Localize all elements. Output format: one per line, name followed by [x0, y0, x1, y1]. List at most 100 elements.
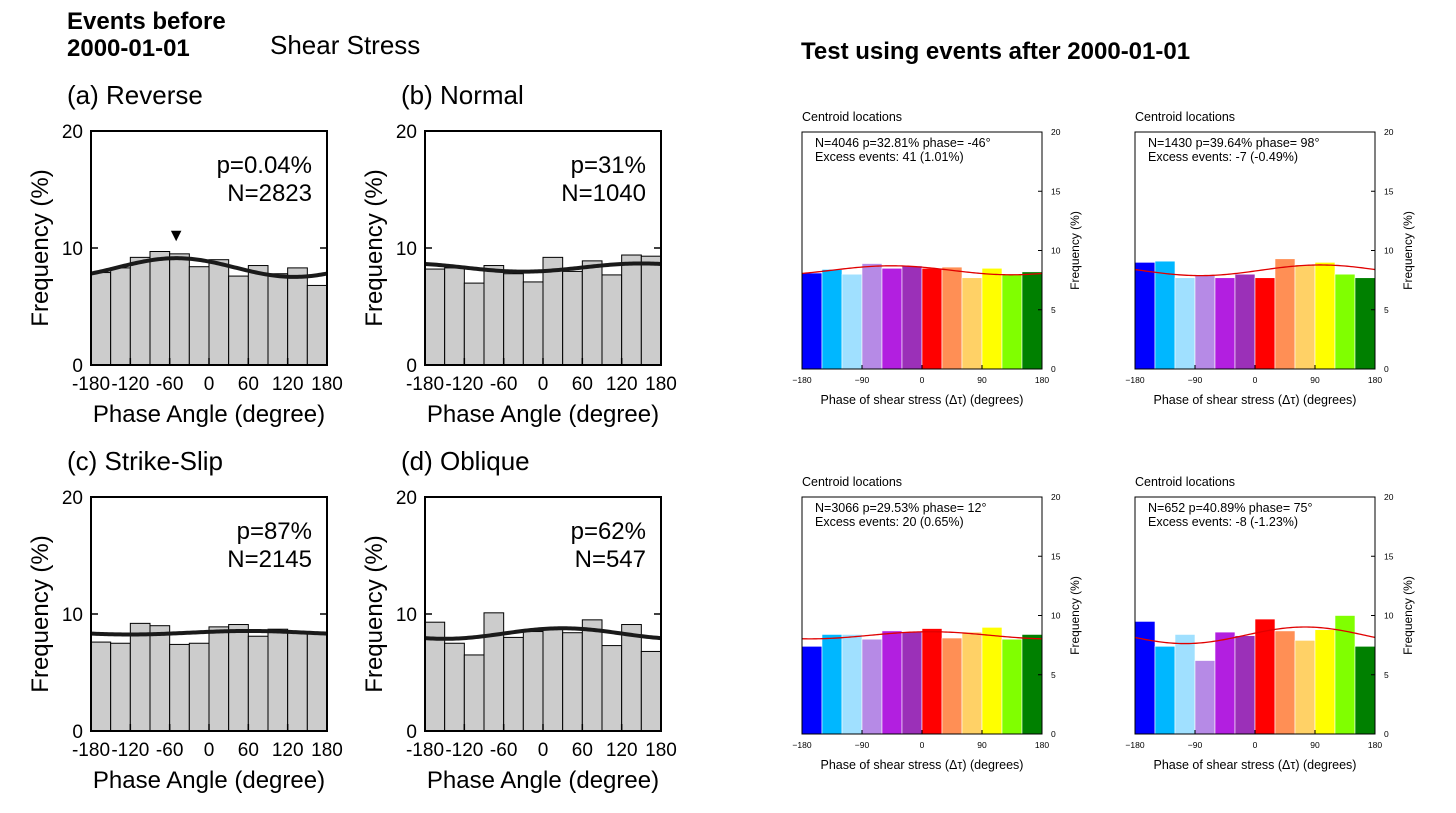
chartA3-ytick-label: 20 — [396, 488, 417, 509]
chartA3-xtick-label: 0 — [538, 740, 549, 761]
chartA1-bar — [503, 273, 524, 366]
chartA3-annotation-p: p=62% — [571, 518, 646, 545]
chartA3-bar — [621, 624, 642, 732]
chartA2-xtick-label: 60 — [238, 740, 259, 761]
chartA3-xtick-label: -60 — [490, 740, 517, 761]
chartA2-ylabel: Frequency (%) — [27, 535, 54, 692]
chartB0-stats-line2: Excess events: 41 (1.01%) — [815, 150, 964, 164]
chartB2-ytick-label: 15 — [1051, 551, 1061, 561]
chartA2-bar — [306, 633, 328, 732]
chartA0-ylabel: Frequency (%) — [27, 169, 54, 326]
chartA3-ylabel: Frequency (%) — [361, 535, 388, 692]
chartA2-fit-line — [90, 628, 328, 637]
chartB3-bar — [1334, 615, 1356, 735]
chartB3-xtick-label: −180 — [1125, 740, 1144, 750]
chartB1-stats-line2: Excess events: -7 (-0.49%) — [1148, 150, 1298, 164]
chartB3-bar — [1214, 631, 1236, 735]
chartA0-bar — [110, 267, 131, 366]
chartA1-bar — [581, 260, 603, 366]
chartB3-bar — [1234, 635, 1256, 735]
chartB0-bar — [1001, 273, 1023, 370]
chartB1-bar — [1134, 262, 1156, 370]
chartA2-xtick-label: 120 — [272, 740, 304, 761]
chartB1-bar — [1334, 273, 1356, 370]
chartA2-ytick-label: 10 — [62, 605, 83, 626]
chartB2-bar — [821, 634, 843, 735]
chartA0-bar — [188, 266, 210, 366]
chartA0-bar — [267, 273, 289, 366]
chartA2-annotation-n: N=2145 — [227, 546, 312, 573]
chartB3-stats-line1: N=652 p=40.89% phase= 75° — [1148, 501, 1313, 515]
chartB1-bar — [1314, 262, 1336, 370]
chartB3-bar — [1274, 630, 1296, 735]
chartB0-bar — [881, 267, 903, 370]
chartB0-stats-line1: N=4046 p=32.81% phase= -46° — [815, 136, 991, 150]
chartA3-xtick-label: 120 — [606, 740, 638, 761]
chartB3-bar — [1154, 646, 1176, 735]
chartA3-bar — [463, 654, 485, 732]
left-heading-line1: Events before — [67, 8, 226, 35]
chartA2-bar — [90, 641, 112, 732]
chartA1-ylabel: Frequency (%) — [361, 169, 388, 326]
chartA0-panel-label: (a) Reverse — [67, 80, 203, 110]
chartA2-ytick-label: 20 — [62, 488, 83, 509]
chartB1-xtick-label: −180 — [1125, 375, 1144, 385]
chartA1-xtick-label: -180 — [406, 374, 444, 395]
chartB3-xtick-label: −90 — [1188, 740, 1203, 750]
chartA0-bar — [149, 251, 171, 366]
chartA3-xtick-label: 60 — [572, 740, 593, 761]
chartB1-bar — [1234, 273, 1256, 370]
chartA1-bar — [601, 274, 623, 366]
chartB2-bar — [941, 637, 963, 735]
chartB0-bar — [981, 267, 1003, 370]
chartB2-stats-line1: N=3066 p=29.53% phase= 12° — [815, 501, 986, 515]
left-heading-line2: 2000-01-01 — [67, 35, 190, 62]
chartB2-bar — [921, 628, 943, 735]
chartA1-ytick-label: 0 — [406, 356, 417, 377]
chartB2-bar — [1021, 634, 1043, 735]
chartB0-xtick-label: 90 — [977, 375, 987, 385]
chartA3-bar — [640, 650, 662, 732]
chartB3-xtick-label: 90 — [1310, 740, 1320, 750]
chartB1-ylabel: Frequency (%) — [1401, 211, 1415, 290]
chartA2-xlabel: Phase Angle (degree) — [93, 767, 325, 794]
chartA0-fit-line — [90, 256, 328, 279]
chartB1-xlabel: Phase of shear stress (Δτ) (degrees) — [1154, 393, 1357, 407]
chartB0-xtick-label: 180 — [1035, 375, 1049, 385]
chartB3-xtick-label: 0 — [1253, 740, 1258, 750]
chartA0-xtick-label: -120 — [111, 374, 149, 395]
chartB2-bar — [801, 646, 823, 735]
chartA0-annotation-n: N=2823 — [227, 180, 312, 207]
chartB2-xtick-label: 90 — [977, 740, 987, 750]
chartB3-ytick-label: 20 — [1384, 492, 1394, 502]
chartA3-xtick-label: 180 — [645, 740, 677, 761]
chartB0-bar — [941, 266, 963, 370]
chartB0-ytick-label: 5 — [1051, 305, 1056, 315]
chartA0-bar — [90, 272, 112, 366]
chartA0-xtick-label: -180 — [72, 374, 110, 395]
chartB0-xlabel: Phase of shear stress (Δτ) (degrees) — [821, 393, 1024, 407]
chartA1-bar — [542, 256, 564, 366]
chartB2-xtick-label: −90 — [855, 740, 870, 750]
chartB1-stats-line1: N=1430 p=39.64% phase= 98° — [1148, 136, 1319, 150]
chartB2-ytick-label: 10 — [1051, 611, 1061, 621]
chartB2-ylabel: Frequency (%) — [1068, 576, 1082, 655]
chartB2-bar — [841, 634, 863, 735]
chartA3-bar — [503, 636, 524, 732]
chartB1-bar — [1254, 277, 1276, 370]
chartA1-annotation-n: N=1040 — [561, 180, 646, 207]
chartA2-bar — [247, 635, 269, 732]
chartB0-xtick-label: 0 — [920, 375, 925, 385]
chartA2-bar — [169, 643, 190, 732]
chartB0-xtick-label: −180 — [792, 375, 811, 385]
chartB3-xlabel: Phase of shear stress (Δτ) (degrees) — [1154, 758, 1357, 772]
chartA0-bar — [208, 259, 230, 366]
chartA3-bar — [542, 628, 564, 732]
chartB3-bar — [1314, 629, 1336, 735]
chartA3-bar — [444, 642, 465, 732]
chartB1-ytick-label: 15 — [1384, 186, 1394, 196]
chartA2-bar — [110, 642, 131, 732]
chartB2-title: Centroid locations — [802, 475, 902, 489]
chartA1-panel-label: (b) Normal — [401, 80, 524, 110]
chartB3-ytick-label: 15 — [1384, 551, 1394, 561]
